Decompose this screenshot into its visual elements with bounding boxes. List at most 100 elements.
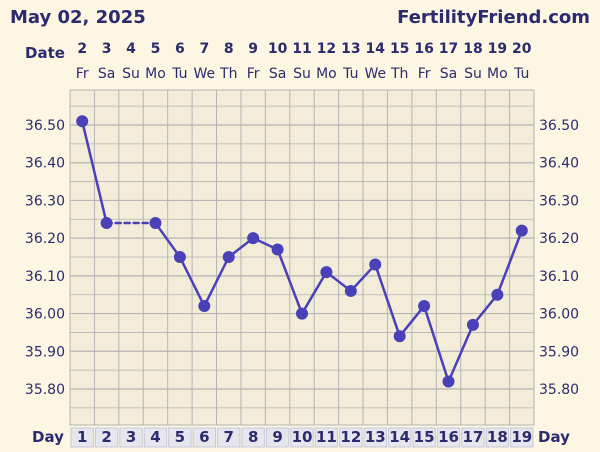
weekday-label: We (193, 66, 215, 82)
date-number: 2 (77, 41, 87, 57)
temperature-point[interactable] (173, 251, 186, 263)
line-segment (374, 263, 401, 338)
weekday-label: Th (390, 66, 408, 82)
brand-name[interactable]: FertilityFriend.com (397, 7, 590, 28)
cycle-day-cell[interactable] (363, 427, 387, 448)
temperature-point[interactable] (271, 243, 284, 256)
cycle-day-cell[interactable] (510, 427, 534, 448)
cycle-day-cell[interactable] (241, 427, 265, 448)
cycle-day-cell[interactable] (436, 427, 461, 448)
line-segment (471, 293, 499, 327)
temperature-point[interactable] (466, 318, 479, 331)
date-number: 12 (317, 41, 336, 57)
temperature-point[interactable] (149, 217, 162, 230)
temperature-point[interactable] (198, 300, 211, 313)
cycle-day-cell[interactable] (290, 427, 314, 448)
weekday-label: Fr (418, 66, 431, 82)
cycle-day-cell[interactable] (192, 427, 217, 448)
y-tick-label-left: 36.30 (25, 193, 65, 209)
cycle-day-number: 9 (272, 428, 282, 446)
temperature-point[interactable] (344, 284, 357, 297)
cycle-day-number: 1 (77, 428, 87, 446)
cycle-day-cell[interactable] (70, 427, 94, 448)
temperature-point[interactable] (515, 224, 528, 237)
temperature-point[interactable] (100, 217, 113, 230)
temperature-point[interactable] (491, 288, 504, 301)
line-segment (398, 304, 426, 338)
temperature-point[interactable] (393, 330, 406, 343)
weekday-label: We (364, 66, 386, 82)
cycle-day-number: 2 (101, 428, 111, 446)
cycle-day-number: 7 (224, 428, 234, 446)
cycle-day-cell[interactable] (94, 427, 119, 448)
cycle-day-number: 10 (292, 428, 313, 446)
date-number: 8 (224, 41, 234, 57)
temperature-point[interactable] (369, 258, 382, 271)
cycle-day-cell[interactable] (339, 427, 363, 448)
cycle-day-cell[interactable] (168, 427, 192, 448)
axis-labels: 36.50 36.50 36.40 36.40 36.30 36.30 36.20 36.20… (25, 41, 579, 448)
y-tick-label-right: 36.10 (539, 269, 579, 285)
cycle-day-number: 16 (438, 428, 459, 446)
cycle-day-cell[interactable] (485, 427, 510, 448)
cycle-day-number: 8 (248, 428, 258, 446)
y-tick-label-left: 36.20 (25, 231, 65, 247)
y-tick-label-left: 36.00 (25, 307, 65, 323)
weekday-label: Th (219, 66, 237, 82)
weekday-label: Fr (247, 66, 260, 82)
temperature-point[interactable] (320, 266, 333, 279)
plot-area (69, 89, 535, 426)
temperature-point[interactable] (247, 232, 260, 245)
grid-lines (69, 90, 535, 425)
temperature-point[interactable] (222, 251, 235, 263)
cycle-day-number: 13 (365, 428, 386, 446)
weekday-label: Su (122, 66, 140, 82)
weekday-label: Mo (487, 66, 508, 82)
line-segment (422, 304, 450, 383)
line-segment (203, 255, 230, 308)
temperature-point[interactable] (418, 300, 431, 313)
date-number: 7 (199, 41, 209, 57)
cycle-day-cell[interactable] (143, 427, 168, 448)
y-tick-label-right: 35.90 (539, 344, 579, 360)
y-tick-label-right: 36.30 (539, 193, 579, 209)
cycle-day-number: 14 (389, 428, 410, 446)
cycle-day-cell[interactable] (119, 427, 143, 448)
cycle-day-cell[interactable] (265, 427, 290, 448)
y-tick-label-right: 36.50 (539, 118, 579, 134)
day-row-label-right: Day (538, 428, 570, 446)
weekday-label: Sa (98, 66, 115, 82)
y-tick-label-right: 35.80 (539, 382, 579, 398)
line-segment (300, 270, 328, 315)
y-tick-label-right: 36.00 (539, 307, 579, 323)
weekday-label: Sa (269, 66, 286, 82)
date-number: 17 (439, 41, 458, 57)
line-segment (447, 323, 475, 383)
date-number: 10 (268, 41, 288, 57)
cycle-day-cell[interactable] (461, 427, 485, 448)
date-number: 3 (102, 41, 112, 57)
temperature-point[interactable] (296, 307, 308, 320)
cycle-day-cell[interactable] (314, 427, 339, 448)
cycle-day-cell[interactable] (217, 427, 241, 448)
cycle-day-number: 5 (175, 428, 185, 446)
cycle-day-number: 11 (316, 428, 337, 446)
line-segment (276, 248, 304, 315)
weekday-label: Tu (171, 66, 187, 82)
line-segment (496, 229, 524, 296)
y-tick-label-left: 35.80 (25, 382, 65, 398)
date-number: 13 (341, 41, 360, 57)
y-tick-label-left: 36.10 (25, 269, 65, 285)
date-number: 16 (414, 41, 433, 57)
temperature-point[interactable] (76, 115, 89, 128)
line-segment (178, 255, 206, 308)
cycle-day-cell[interactable] (412, 427, 436, 448)
date-number: 11 (292, 41, 311, 57)
cycle-day-cell[interactable] (387, 427, 412, 448)
weekday-label: Mo (145, 66, 166, 82)
y-tick-label-right: 36.40 (539, 156, 579, 172)
line-segment (154, 221, 182, 259)
temperature-point[interactable] (442, 375, 455, 388)
weekday-label: Mo (316, 66, 337, 82)
